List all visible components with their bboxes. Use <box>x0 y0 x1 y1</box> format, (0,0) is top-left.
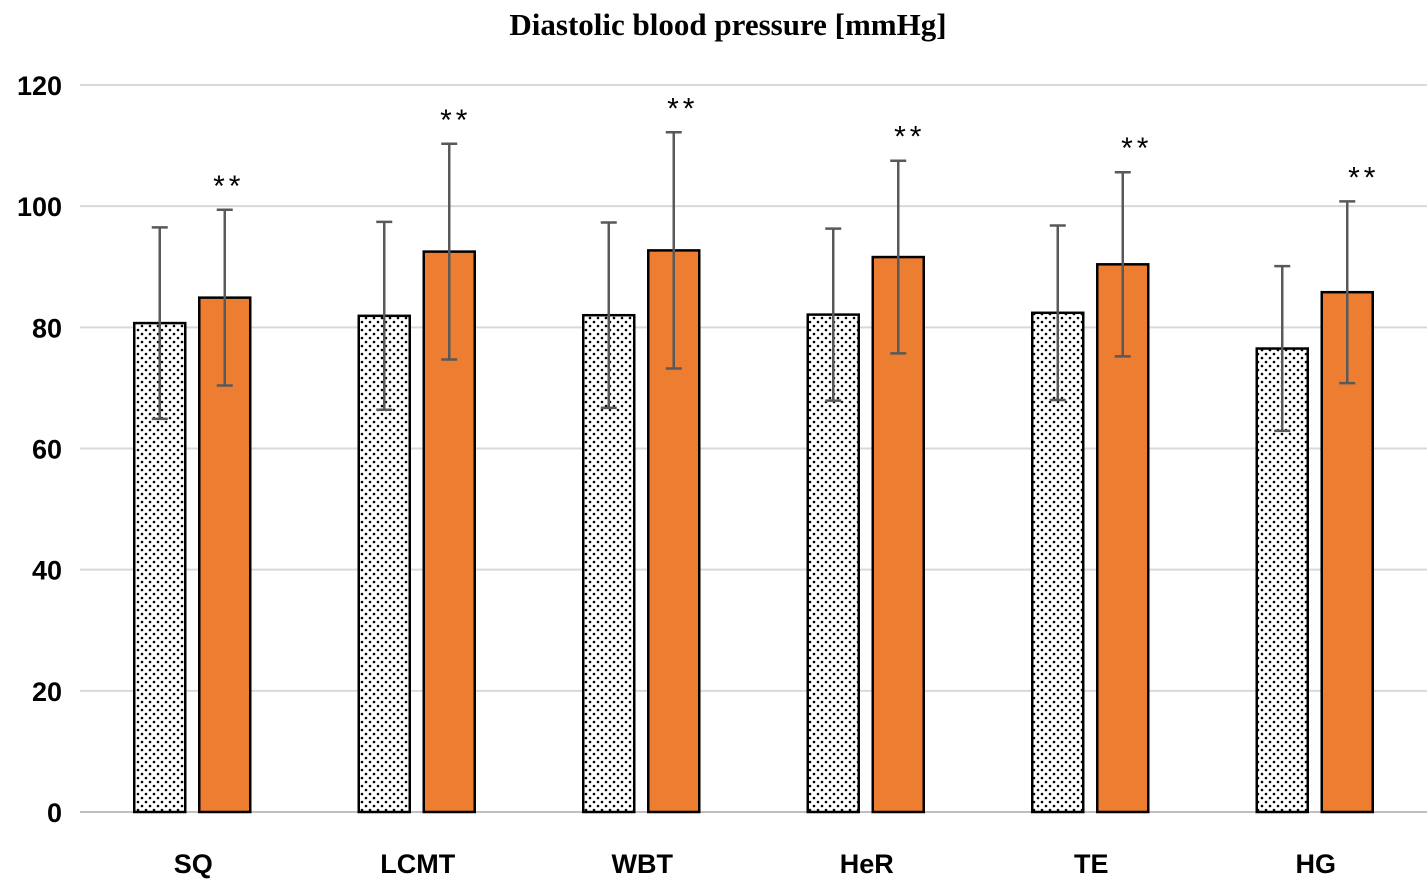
significance-markers: ** ** ** ** ** ** <box>213 92 1379 203</box>
y-tick-label: 40 <box>32 556 62 586</box>
significance-marker: ** <box>1121 132 1152 165</box>
bars <box>133 249 1374 814</box>
bar-pre-her <box>806 313 860 814</box>
significance-marker: ** <box>213 170 244 203</box>
y-tick-label: 20 <box>32 677 62 707</box>
category-label: HeR <box>840 849 894 879</box>
y-tick-label: 80 <box>32 313 62 343</box>
y-axis-ticks: 0 20 40 60 80 100 120 <box>17 71 62 828</box>
category-label: SQ <box>174 849 213 879</box>
category-label: LCMT <box>380 849 455 879</box>
category-label: TE <box>1074 849 1109 879</box>
x-axis-categories: SQ LCMT WBT HeR TE HG <box>174 849 1336 879</box>
y-tick-label: 100 <box>17 192 62 222</box>
category-label: HG <box>1296 849 1337 879</box>
bar-post-her <box>871 255 925 814</box>
chart-title: Diastolic blood pressure [mmHg] <box>509 7 946 42</box>
error-bars <box>151 131 1356 433</box>
significance-marker: ** <box>667 92 698 125</box>
y-tick-label: 120 <box>17 71 62 101</box>
y-tick-label: 60 <box>32 435 62 465</box>
significance-marker: ** <box>894 121 925 154</box>
y-tick-label: 0 <box>47 798 62 828</box>
gridlines <box>80 84 1427 813</box>
significance-marker: ** <box>1348 161 1379 194</box>
category-label: WBT <box>612 849 674 879</box>
significance-marker: ** <box>440 104 471 137</box>
